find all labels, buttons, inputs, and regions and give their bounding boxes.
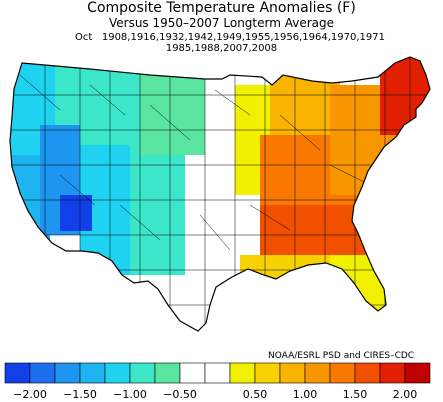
map-subtitle: Versus 1950–2007 Longterm Average [108,16,335,30]
legend-bin [54,362,81,384]
us-outline [9,56,431,332]
years-line-2: 1985,1988,2007,2008 [165,43,278,54]
map-title: Composite Temperature Anomalies (F) [87,0,356,16]
legend-ticks: −2.00 −1.50 −1.00 −0.50 0.50 1.00 1.50 2.00 [13,388,417,401]
legend-bin [129,362,156,384]
legend-tick-label: −1.50 [63,388,97,401]
legend-bin [279,362,306,384]
anomaly-fill [10,57,430,331]
legend-bin [379,362,406,384]
region-northern-plains [140,57,205,155]
years-list-1: 1908,1916,1932,1942,1949,1955,1956,1964,… [101,32,385,43]
legend-bins [4,362,431,384]
legend-bin [104,362,131,384]
legend-bin [354,362,381,384]
climate-division-lines [10,57,430,331]
years-line-1: Oct 1908,1916,1932,1942,1949,1955,1956,1… [75,32,385,43]
us-anomaly-map [9,56,431,332]
credit-text: NOAA/ESRL PSD and CIRES–CDC [268,351,415,361]
legend-bin [404,362,431,384]
legend-bin [229,362,256,384]
color-legend: −2.00 −1.50 −1.00 −0.50 0.50 1.00 1.50 2.00 [4,362,431,401]
legend-bin [204,362,231,384]
legend-tick-label: −1.00 [113,388,147,401]
legend-tick-label: −2.00 [13,388,47,401]
legend-bin [254,362,281,384]
legend-tick-label: 2.00 [393,388,418,401]
legend-bin [179,362,206,384]
legend-tick-label: 0.50 [243,388,268,401]
legend-tick-label: 1.00 [293,388,318,401]
legend-bin [79,362,106,384]
region-arizona-cold-spot [60,195,92,231]
region-central-rockies [130,135,185,275]
legend-bin [29,362,56,384]
legend-bin [4,362,31,384]
legend-bin [329,362,356,384]
legend-bin [154,362,181,384]
legend-bin [304,362,331,384]
legend-tick-label: 1.50 [343,388,368,401]
month-label: Oct [75,32,93,43]
legend-tick-label: −0.50 [163,388,197,401]
